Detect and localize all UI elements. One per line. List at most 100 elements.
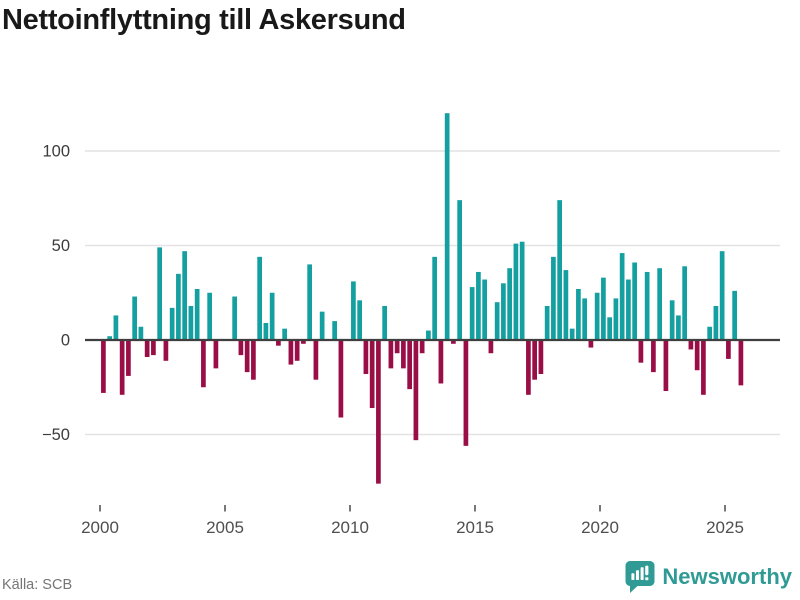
bar [138, 326, 144, 340]
bar [244, 340, 250, 373]
bar [663, 340, 669, 392]
bar [569, 328, 575, 340]
x-axis-label: 2010 [331, 518, 369, 537]
source-note: Källa: SCB [2, 577, 73, 593]
bar [132, 296, 137, 340]
bar [157, 247, 162, 340]
bar [719, 251, 725, 340]
bar [494, 302, 500, 340]
bar [432, 256, 437, 340]
bar [382, 305, 387, 340]
bar [707, 326, 712, 340]
bar [738, 340, 744, 386]
bar [126, 340, 131, 376]
bar [294, 340, 300, 361]
bar [476, 271, 481, 340]
y-axis-label: 50 [52, 237, 70, 255]
x-axis-label: 2020 [581, 518, 619, 537]
bar [726, 340, 731, 359]
bar [407, 340, 412, 390]
bar [544, 305, 550, 340]
bar [676, 315, 681, 340]
bar [601, 277, 606, 340]
bar [188, 305, 194, 340]
bar [644, 271, 650, 340]
bar [357, 300, 362, 340]
bar [276, 340, 281, 346]
bar [732, 290, 737, 340]
bar [457, 200, 462, 340]
bar [363, 340, 369, 375]
bar [213, 340, 219, 369]
bar [657, 268, 662, 340]
newsworthy-logo-icon [625, 560, 655, 594]
bar [413, 340, 419, 441]
bar [513, 243, 519, 340]
bar [207, 292, 212, 340]
bar [713, 305, 719, 340]
bar [101, 340, 106, 393]
bar [488, 340, 494, 354]
bar [607, 317, 612, 340]
bar [238, 340, 244, 356]
bar [469, 287, 475, 340]
bar [107, 336, 112, 340]
x-axis-label: 2025 [706, 518, 744, 537]
bar [507, 268, 512, 340]
y-axis-label: 100 [42, 143, 70, 161]
bar [701, 340, 706, 395]
bar [444, 113, 450, 340]
bar [438, 340, 444, 384]
bar [194, 288, 200, 340]
bar [526, 340, 531, 395]
page-title: Nettoinflyttning till Askersund [2, 4, 406, 36]
bar [144, 340, 150, 358]
bar [301, 340, 306, 344]
bar [619, 253, 625, 340]
bar [307, 264, 312, 340]
bar [351, 281, 356, 340]
bar [626, 279, 631, 340]
bar [182, 251, 187, 340]
bar [557, 200, 562, 340]
bar [388, 340, 394, 369]
bar [688, 340, 694, 350]
y-axis-label: −50 [42, 426, 70, 444]
newsworthy-branding: Newsworthy [625, 560, 792, 594]
bar [338, 340, 344, 418]
bar [319, 311, 325, 340]
bar [201, 340, 206, 388]
bar [651, 340, 656, 373]
newsworthy-logo-text: Newsworthy [662, 564, 792, 589]
bar [551, 256, 556, 340]
bar [263, 322, 269, 340]
x-axis-label: 2000 [81, 518, 119, 537]
bar [313, 340, 319, 380]
bar [694, 340, 700, 371]
bar [269, 292, 275, 340]
bar [463, 340, 469, 446]
bar [563, 270, 569, 340]
bar [576, 288, 581, 340]
bar [501, 283, 506, 340]
bar [482, 279, 487, 340]
bar [151, 340, 156, 356]
bar [113, 315, 119, 340]
bar [282, 328, 287, 340]
bar [251, 340, 256, 380]
bar [169, 307, 175, 340]
bar [594, 292, 600, 340]
bar [163, 340, 169, 361]
bar [538, 340, 544, 375]
x-axis-label: 2005 [206, 518, 244, 537]
bar [257, 256, 262, 340]
bar [682, 266, 687, 340]
bar [669, 300, 675, 340]
bar [451, 340, 456, 344]
x-axis-label: 2015 [456, 518, 494, 537]
bar [613, 298, 619, 340]
bar [638, 340, 644, 363]
bar [332, 321, 337, 340]
